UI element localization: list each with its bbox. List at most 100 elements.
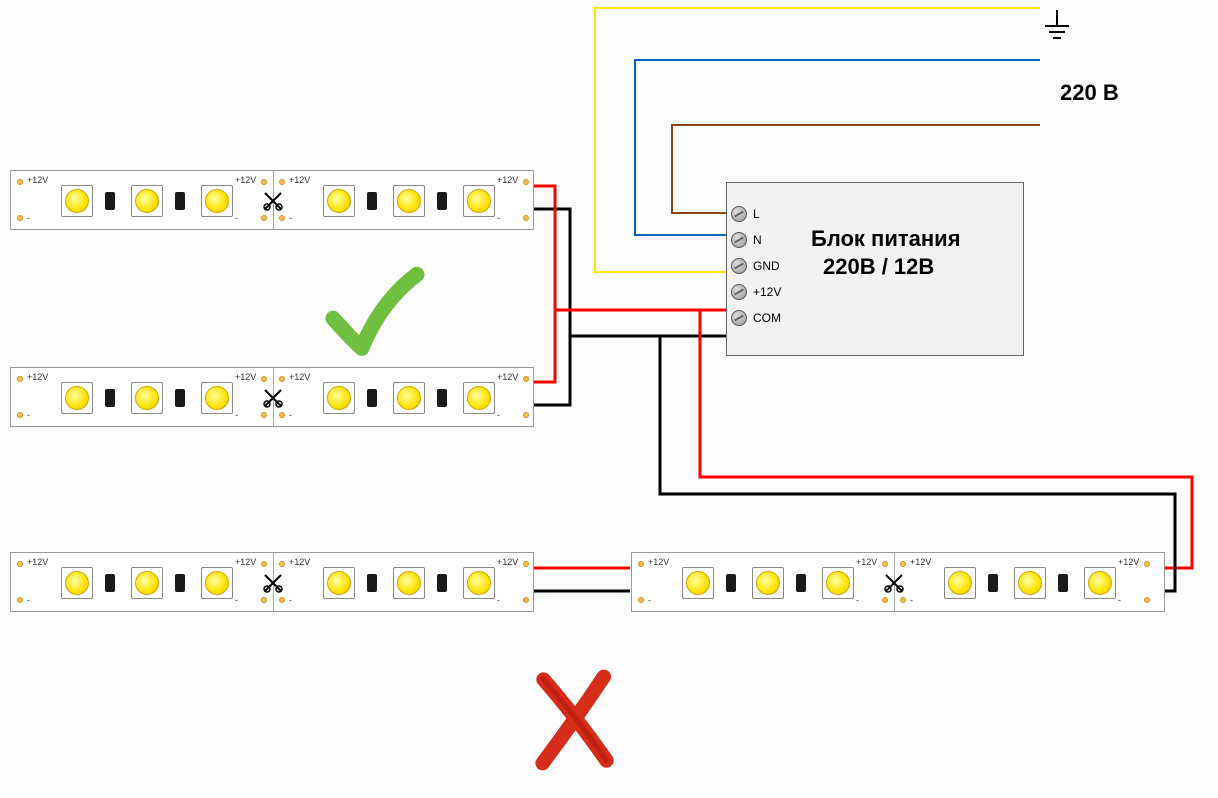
smd-resistor-icon: [105, 574, 115, 592]
strip-label-plus: +12V: [856, 557, 877, 567]
led-strip-3: +12V-+12V-+12V-+12V-: [631, 552, 1165, 612]
led-chip-icon: [463, 185, 495, 217]
led-chip-icon: [822, 567, 854, 599]
strip-label-plus: +12V: [497, 372, 518, 382]
led-chip-icon: [61, 185, 93, 217]
psu-title-line1: Блок питания: [811, 226, 961, 252]
strip-label-minus: -: [910, 595, 913, 605]
strip-label-plus: +12V: [648, 557, 669, 567]
led-chip-icon: [393, 567, 425, 599]
led-chip-icon: [323, 567, 355, 599]
led-chip-icon: [393, 382, 425, 414]
strip-label-minus: -: [1118, 595, 1121, 605]
cut-mark-icon: [263, 388, 283, 408]
led-chip-icon: [682, 567, 714, 599]
smd-resistor-icon: [105, 192, 115, 210]
smd-resistor-icon: [105, 389, 115, 407]
led-chip-icon: [393, 185, 425, 217]
smd-resistor-icon: [175, 192, 185, 210]
psu-terminal-gnd: GND: [731, 255, 781, 277]
strip-label-minus: -: [289, 595, 292, 605]
cut-mark-icon: [263, 573, 283, 593]
correct-icon: [320, 258, 430, 368]
ground-symbol-icon: [1042, 10, 1072, 50]
strip-label-minus: -: [497, 595, 500, 605]
strip-label-plus: +12V: [235, 372, 256, 382]
psu-terminal-label: L: [753, 207, 760, 221]
strip-label-minus: -: [27, 410, 30, 420]
psu-terminal-n: N: [731, 229, 781, 251]
strip-label-minus: -: [289, 410, 292, 420]
led-chip-icon: [201, 185, 233, 217]
led-chip-icon: [131, 567, 163, 599]
led-chip-icon: [463, 567, 495, 599]
led-chip-icon: [752, 567, 784, 599]
terminal-screw-icon: [731, 284, 747, 300]
led-strip-2: +12V - +12V - +12V - +12V -: [10, 552, 534, 612]
strip-label-minus: -: [235, 410, 238, 420]
led-chip-icon: [1084, 567, 1116, 599]
strip-label-plus: +12V: [910, 557, 931, 567]
smd-resistor-icon: [437, 389, 447, 407]
led-chip-icon: [1014, 567, 1046, 599]
strip-label-plus: +12V: [27, 372, 48, 382]
strip-label-minus: -: [27, 213, 30, 223]
strip-label-minus: -: [289, 213, 292, 223]
psu-terminal-12v: +12V: [731, 281, 781, 303]
mains-voltage-label: 220 В: [1060, 80, 1119, 106]
smd-resistor-icon: [367, 192, 377, 210]
strip-label-minus: -: [235, 595, 238, 605]
strip-label-minus: -: [235, 213, 238, 223]
psu-terminal-label: N: [753, 233, 762, 247]
strip-label-plus: +12V: [289, 557, 310, 567]
strip-label-minus: -: [27, 595, 30, 605]
led-chip-icon: [201, 382, 233, 414]
smd-resistor-icon: [175, 389, 185, 407]
led-chip-icon: [944, 567, 976, 599]
strip-label-minus: -: [648, 595, 651, 605]
led-chip-icon: [131, 382, 163, 414]
smd-resistor-icon: [367, 574, 377, 592]
wrong-icon: [530, 665, 620, 775]
terminal-screw-icon: [731, 258, 747, 274]
smd-resistor-icon: [437, 574, 447, 592]
psu-terminal-label: COM: [753, 311, 781, 325]
psu-title-line2: 220В / 12В: [823, 254, 934, 280]
led-strip-1: +12V - +12V - +12V - +12V -: [10, 367, 534, 427]
smd-resistor-icon: [796, 574, 806, 592]
led-chip-icon: [463, 382, 495, 414]
strip-label-minus: -: [497, 410, 500, 420]
strip-label-plus: +12V: [27, 557, 48, 567]
cut-mark-icon: [884, 573, 904, 593]
strip-label-plus: +12V: [497, 175, 518, 185]
led-chip-icon: [323, 185, 355, 217]
smd-resistor-icon: [175, 574, 185, 592]
strip-label-plus: +12V: [235, 175, 256, 185]
psu-terminal-block: LN GND +12V COM: [731, 203, 781, 333]
led-chip-icon: [61, 567, 93, 599]
strip-label-plus: +12V: [289, 372, 310, 382]
cut-mark-icon: [263, 191, 283, 211]
terminal-screw-icon: [731, 310, 747, 326]
smd-resistor-icon: [437, 192, 447, 210]
strip-label-plus: +12V: [289, 175, 310, 185]
strip-label-plus: +12V: [497, 557, 518, 567]
led-strip-0: +12V - +12V - +12V - +12V -: [10, 170, 534, 230]
led-chip-icon: [201, 567, 233, 599]
psu-terminal-com: COM: [731, 307, 781, 329]
terminal-screw-icon: [731, 206, 747, 222]
psu-terminal-label: +12V: [753, 285, 781, 299]
strip-label-plus: +12V: [27, 175, 48, 185]
terminal-screw-icon: [731, 232, 747, 248]
led-chip-icon: [131, 185, 163, 217]
strip-label-plus: +12V: [1118, 557, 1139, 567]
smd-resistor-icon: [367, 389, 377, 407]
wire-red_top_1: [530, 186, 700, 310]
strip-label-minus: -: [497, 213, 500, 223]
strip-label-plus: +12V: [235, 557, 256, 567]
wire-black_top_2: [530, 336, 570, 405]
power-supply-box: LN GND +12V COM Блок питания 220В / 12В: [726, 182, 1024, 356]
smd-resistor-icon: [988, 574, 998, 592]
psu-terminal-l: L: [731, 203, 781, 225]
led-chip-icon: [61, 382, 93, 414]
